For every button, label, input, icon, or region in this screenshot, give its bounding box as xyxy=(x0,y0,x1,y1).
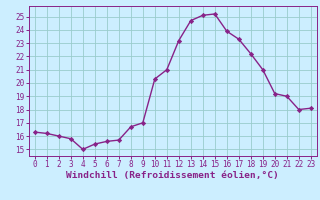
X-axis label: Windchill (Refroidissement éolien,°C): Windchill (Refroidissement éolien,°C) xyxy=(67,171,279,180)
